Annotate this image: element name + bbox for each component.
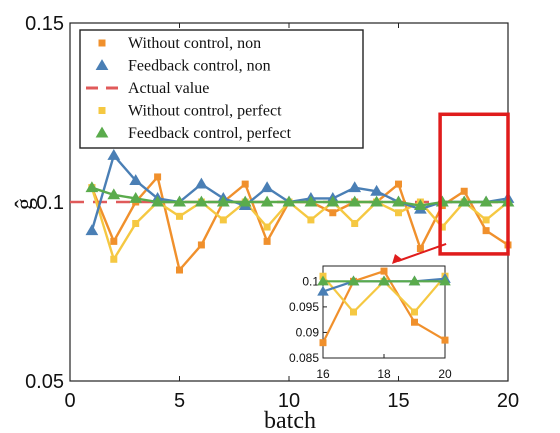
data-point xyxy=(151,195,164,207)
data-point xyxy=(197,241,205,249)
data-point xyxy=(85,181,99,193)
data-point xyxy=(460,187,468,195)
inset-x-tick-label: 16 xyxy=(316,367,330,381)
data-point xyxy=(107,188,121,200)
legend-box xyxy=(79,29,364,149)
zoom-region-box xyxy=(438,112,510,256)
inset-data-point xyxy=(441,336,449,344)
inset-x-tick-label: 20 xyxy=(438,367,452,381)
legend-label: Feedback control, perfect xyxy=(128,125,292,142)
data-point xyxy=(219,216,227,224)
data-point xyxy=(107,149,121,160)
legend-label: Feedback control, non xyxy=(128,58,271,75)
inset-data-point xyxy=(380,267,388,275)
legend: Without control, non Feedback control, no… xyxy=(79,29,364,149)
data-point xyxy=(348,181,362,193)
inset-data-point xyxy=(408,275,421,286)
inset-data-point xyxy=(411,308,418,316)
legend-label: Without control, perfect xyxy=(128,103,282,120)
x-tick-label: 5 xyxy=(174,390,185,412)
data-point xyxy=(260,195,274,207)
data-point xyxy=(241,180,249,188)
data-point xyxy=(416,245,424,253)
data-point xyxy=(129,191,143,203)
data-point xyxy=(482,227,490,235)
legend-swatch xyxy=(98,39,106,47)
inset-data-point xyxy=(411,318,418,326)
data-point xyxy=(176,266,183,274)
x-axis-label: batch xyxy=(264,408,316,433)
y-axis-label: ĝ xyxy=(12,198,38,210)
legend-swatch xyxy=(95,126,109,138)
legend-label: Actual value xyxy=(128,80,209,97)
data-point xyxy=(370,184,383,196)
inset-data-point xyxy=(317,285,329,296)
inset-data-point xyxy=(319,339,327,347)
data-point xyxy=(282,195,296,207)
zoom-arrow xyxy=(397,242,447,262)
data-point xyxy=(307,216,315,224)
data-point xyxy=(195,177,208,189)
data-point xyxy=(260,181,274,193)
inset-y-tick-label: 0.085 xyxy=(289,351,319,365)
data-point xyxy=(348,195,362,207)
x-tick-label: 15 xyxy=(387,390,409,412)
inset-data-point xyxy=(347,275,360,286)
data-point xyxy=(85,224,99,236)
legend-swatch xyxy=(98,107,106,114)
data-point xyxy=(195,195,208,207)
data-point xyxy=(110,237,118,245)
data-point xyxy=(329,209,337,217)
data-point xyxy=(304,195,318,207)
inset-data-point xyxy=(317,275,329,286)
inset-data-point xyxy=(439,275,451,286)
data-point xyxy=(238,195,252,207)
x-tick-label: 10 xyxy=(278,390,300,412)
inset-data-point xyxy=(350,308,357,316)
legend-swatch xyxy=(95,59,109,70)
data-point xyxy=(132,219,140,227)
inset-x-tick-label: 18 xyxy=(377,367,391,381)
y-tick-label: 0.15 xyxy=(25,13,64,35)
data-point xyxy=(351,219,359,227)
data-point xyxy=(414,199,427,211)
data-point xyxy=(216,195,230,207)
data-point xyxy=(395,180,402,188)
inset-y-tick-label: 0.1 xyxy=(302,274,319,288)
data-point xyxy=(392,195,405,207)
inset-y-tick-label: 0.095 xyxy=(289,300,319,314)
data-point xyxy=(129,174,143,185)
data-point xyxy=(370,195,383,207)
data-point xyxy=(438,223,446,231)
inset-data-point xyxy=(378,275,390,286)
data-point xyxy=(326,195,340,207)
data-point xyxy=(110,255,118,263)
data-point xyxy=(479,195,493,207)
data-point xyxy=(176,212,183,220)
data-point xyxy=(482,216,490,224)
data-point xyxy=(263,223,271,231)
x-tick-label: 20 xyxy=(497,390,519,412)
data-point xyxy=(173,195,186,207)
data-point xyxy=(457,195,471,207)
y-tick-label: 0.1 xyxy=(36,192,64,214)
highlight-box xyxy=(392,112,510,264)
x-tick-label: 0 xyxy=(64,390,75,412)
legend-label: Without control, non xyxy=(128,35,261,52)
inset-y-tick-label: 0.09 xyxy=(296,325,320,339)
data-point xyxy=(154,173,162,181)
data-point xyxy=(263,237,271,245)
inset-plot: 16 18 20 0.085 0.09 0.095 0.1 xyxy=(289,265,452,381)
y-tick-label: 0.05 xyxy=(25,371,64,393)
data-point xyxy=(395,209,402,217)
zoom-arrow-head xyxy=(392,254,403,264)
